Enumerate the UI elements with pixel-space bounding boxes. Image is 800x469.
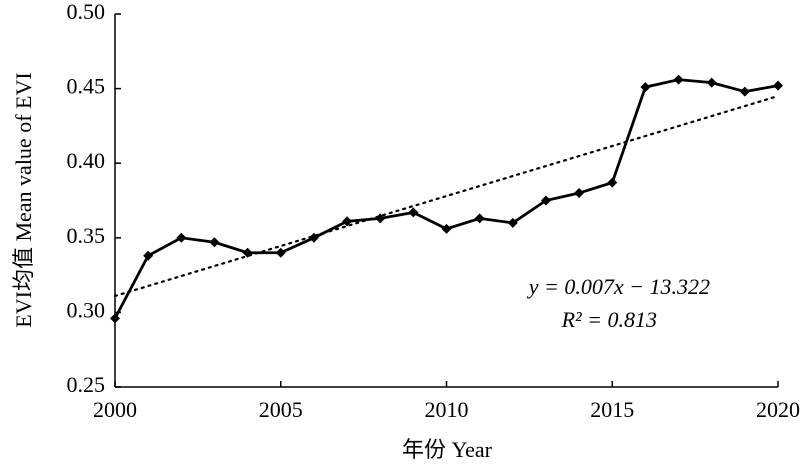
- marker: [110, 313, 120, 324]
- x-tick-label: 2015: [590, 397, 634, 422]
- marker: [607, 177, 618, 188]
- y-tick-label: 0.45: [67, 74, 106, 99]
- y-tick-label: 0.25: [67, 372, 106, 397]
- marker: [143, 250, 154, 261]
- marker: [209, 237, 220, 248]
- marker: [673, 74, 684, 85]
- y-tick-label: 0.30: [67, 297, 106, 322]
- x-axis-label: 年份 Year: [402, 437, 493, 462]
- equation: y = 0.007x − 13.322: [527, 274, 710, 299]
- x-tick-label: 2020: [756, 397, 800, 422]
- y-tick-label: 0.35: [67, 223, 106, 248]
- marker: [176, 232, 187, 243]
- marker: [640, 82, 651, 93]
- marker: [739, 86, 750, 97]
- marker: [441, 223, 452, 234]
- marker: [275, 247, 286, 258]
- x-tick-label: 2010: [425, 397, 469, 422]
- y-tick-label: 0.40: [67, 148, 106, 173]
- marker: [773, 80, 783, 91]
- marker: [474, 213, 485, 224]
- marker: [342, 216, 353, 227]
- marker: [507, 217, 518, 228]
- marker: [574, 188, 585, 199]
- x-tick-label: 2000: [93, 397, 137, 422]
- marker: [308, 232, 319, 243]
- marker: [408, 207, 419, 218]
- marker: [706, 77, 717, 88]
- r-squared: R² = 0.813: [561, 307, 657, 332]
- x-tick-label: 2005: [259, 397, 303, 422]
- marker: [242, 247, 253, 258]
- y-tick-label: 0.50: [67, 0, 106, 24]
- trend-line: [113, 94, 780, 298]
- marker: [375, 213, 386, 224]
- y-axis-label: EVI均值 Mean value of EVI: [11, 72, 36, 327]
- marker: [540, 195, 551, 206]
